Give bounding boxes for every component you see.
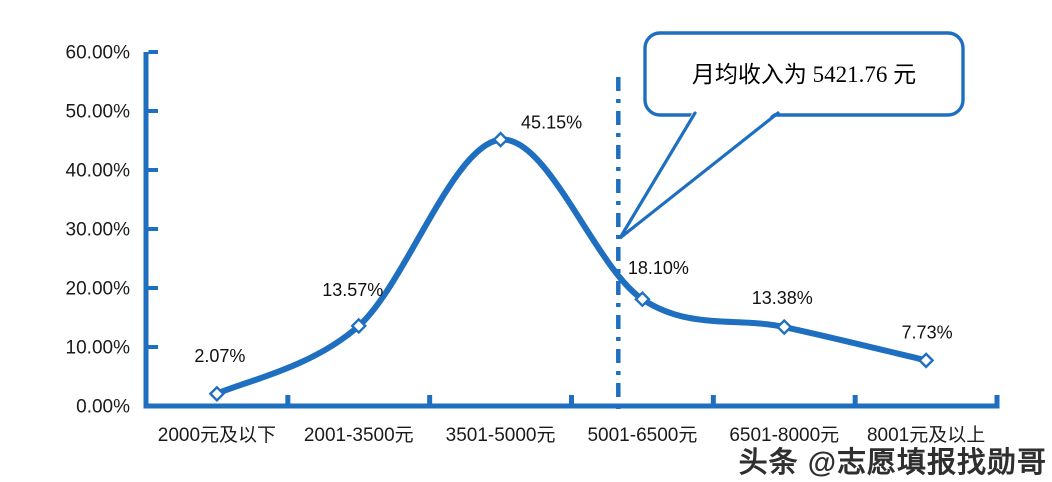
y-tick-label: 0.00% (76, 397, 130, 418)
data-label: 2.07% (194, 346, 245, 366)
x-category-label: 2001-3500元 (304, 425, 414, 446)
x-category-label: 3501-5000元 (446, 425, 556, 446)
watermark-text: 头条 @志愿填报找勋哥 (738, 447, 1047, 479)
data-point-marker (634, 291, 651, 308)
y-tick-label: 30.00% (66, 220, 131, 241)
data-label: 13.57% (322, 280, 383, 300)
plot-area: 0.00% 10.00% 20.00% 30.00% 40.00% 50.00% 60.00… (66, 43, 1000, 446)
x-category-label: 2000元及以下 (158, 425, 276, 446)
y-tick-label: 10.00% (66, 338, 131, 359)
data-point-marker (917, 352, 935, 369)
x-category-label: 8001元及以上 (867, 424, 985, 446)
annotation-callout: 月均收入为 5421.76 元 (618, 31, 965, 240)
series-line (213, 136, 930, 397)
data-label: 18.10% (628, 258, 689, 278)
y-tick-label: 50.00% (66, 102, 131, 123)
data-point-marker (492, 131, 509, 148)
data-label: 13.38% (752, 288, 813, 308)
data-label: 7.73% (902, 322, 953, 342)
data-point-marker (776, 318, 793, 336)
annotation-text: 月均收入为 5421.76 元 (692, 62, 916, 87)
y-tick-label: 40.00% (66, 161, 131, 182)
callout-tail-outline (618, 111, 780, 240)
callout-box (643, 31, 965, 117)
data-point-marker (350, 317, 367, 335)
data-point-marker (208, 385, 226, 402)
data-label: 45.15% (521, 113, 582, 133)
y-tick-label: 20.00% (66, 279, 131, 300)
x-category-label: 6501-8000元 (729, 425, 839, 446)
y-tick-label: 60.00% (66, 43, 131, 64)
x-category-label: 5001-6500元 (587, 425, 697, 446)
